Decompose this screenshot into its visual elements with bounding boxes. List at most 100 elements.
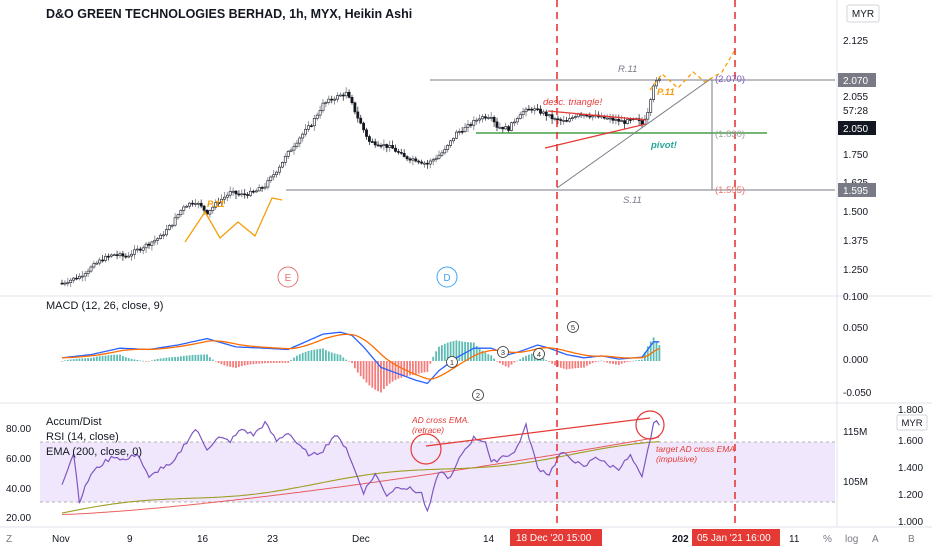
macd-histogram-bar xyxy=(420,361,423,373)
candle-body xyxy=(321,102,325,111)
macd-histogram-bar xyxy=(307,350,310,361)
macd-histogram-bar xyxy=(429,361,432,364)
p11-zigzag-left[interactable] xyxy=(184,197,283,243)
candle-body xyxy=(652,85,656,100)
ema-line[interactable] xyxy=(61,441,660,514)
price-tick-2125: 2.125 xyxy=(843,36,868,47)
macd-legend[interactable]: MACD (12, 26, close, 9) xyxy=(46,300,163,312)
macd-histogram-bar xyxy=(278,361,281,363)
price-flag-last-label: 2.050 xyxy=(843,124,868,135)
macd-histogram-bar xyxy=(298,354,301,361)
macd-histogram-bar xyxy=(327,351,330,361)
candle-body xyxy=(176,214,180,219)
candle-body xyxy=(278,166,281,173)
candle-body xyxy=(640,120,644,125)
ad-trendline[interactable] xyxy=(425,417,651,447)
annot-ad-cross-2: target AD cross EMA xyxy=(656,444,735,454)
macd-histogram-bar xyxy=(623,361,626,363)
macd-histogram-bar xyxy=(545,360,548,361)
macd-histogram-bar xyxy=(124,357,127,361)
candle-body xyxy=(257,187,261,192)
projection-line[interactable] xyxy=(556,77,713,189)
candle-body xyxy=(240,193,244,196)
macd-histogram-bar xyxy=(600,360,603,362)
candle-body xyxy=(92,263,96,268)
candle-body xyxy=(225,194,229,198)
annot-r11-top: R.11 xyxy=(618,64,637,75)
candle-body xyxy=(338,94,342,97)
macd-histogram-bar xyxy=(641,359,643,361)
candle-body xyxy=(173,217,177,226)
candle-body xyxy=(263,186,267,189)
candle-body xyxy=(475,119,479,122)
candle-body xyxy=(138,248,142,251)
macd-histogram-bar xyxy=(441,345,443,361)
candle-body xyxy=(124,255,128,258)
rsi-volume-tick-115: 115M xyxy=(843,427,867,438)
macd-histogram-bar xyxy=(293,357,295,361)
candle-body xyxy=(565,120,569,122)
candle-body xyxy=(283,156,287,163)
rsi-line[interactable] xyxy=(61,419,660,513)
candle-body xyxy=(330,98,334,101)
candle-body xyxy=(359,117,363,124)
candle-body xyxy=(98,259,102,264)
candle-body xyxy=(112,254,116,256)
candle-body xyxy=(341,94,345,97)
candle-body xyxy=(141,247,145,251)
macd-histogram-bar xyxy=(185,355,188,361)
macd-histogram-bar xyxy=(542,358,545,361)
macd-histogram-bar xyxy=(313,349,316,361)
price-countdown: 57:28 xyxy=(843,106,868,117)
rsi-legend[interactable]: RSI (14, close) xyxy=(46,431,119,443)
candle-body xyxy=(452,137,455,142)
price-tick-1750: 1.750 xyxy=(843,150,868,161)
macd-histogram-bar xyxy=(577,361,580,368)
macd-group xyxy=(61,331,661,393)
macd-histogram-bar xyxy=(475,345,478,361)
annot-ad-cross-2b: (impulsive) xyxy=(656,454,697,464)
macd-histogram-bar xyxy=(211,359,214,361)
macd-histogram-bar xyxy=(499,361,501,364)
candle-body xyxy=(118,253,122,256)
log-toggle[interactable]: log xyxy=(845,534,858,545)
macd-histogram-bar xyxy=(206,354,208,361)
macd-histogram-bar xyxy=(446,342,449,361)
macd-signal-line[interactable] xyxy=(61,333,660,380)
p11-zigzag-right[interactable] xyxy=(649,49,736,91)
percent-toggle[interactable]: % xyxy=(823,534,832,545)
macd-histogram-bar xyxy=(417,361,420,374)
macd-histogram-bar xyxy=(452,341,455,361)
candle-body xyxy=(399,152,403,154)
candle-body xyxy=(423,162,426,165)
ema-legend[interactable]: EMA (200, close, 0) xyxy=(46,446,142,458)
time-corner-z[interactable]: Z xyxy=(6,534,12,545)
macd-histogram-bar xyxy=(310,350,313,361)
header-title: D&O GREEN TECHNOLOGIES BERHAD, 1h, MYX, … xyxy=(46,7,412,21)
macd-histogram-bar xyxy=(174,356,176,361)
candle-body xyxy=(185,205,189,208)
b-toggle[interactable]: B xyxy=(908,534,915,545)
ad-legend[interactable]: Accum/Dist xyxy=(46,416,102,428)
currency-button-2[interactable] xyxy=(896,414,928,431)
candle-body xyxy=(350,97,354,104)
macd-line[interactable] xyxy=(61,331,660,385)
triangle-upper-line[interactable] xyxy=(547,110,647,121)
candles-group xyxy=(60,76,661,287)
macd-histogram-bar xyxy=(240,361,243,367)
candle-body xyxy=(611,117,615,121)
macd-histogram-bar xyxy=(339,354,342,361)
time-flag-2 xyxy=(692,529,780,546)
macd-histogram-bar xyxy=(487,354,490,361)
auto-toggle[interactable]: A xyxy=(872,534,879,545)
candle-body xyxy=(573,116,577,119)
rsi-volume-tick-105: 105M xyxy=(843,477,868,488)
currency-button[interactable] xyxy=(846,4,880,23)
candle-body xyxy=(292,146,296,151)
macd-histogram-bar xyxy=(472,342,475,361)
triangle-lower-line[interactable] xyxy=(544,123,647,149)
macd-histogram-bar xyxy=(412,361,414,375)
time-tick-dec: Dec xyxy=(352,534,370,545)
wave-2-ring xyxy=(472,389,484,401)
